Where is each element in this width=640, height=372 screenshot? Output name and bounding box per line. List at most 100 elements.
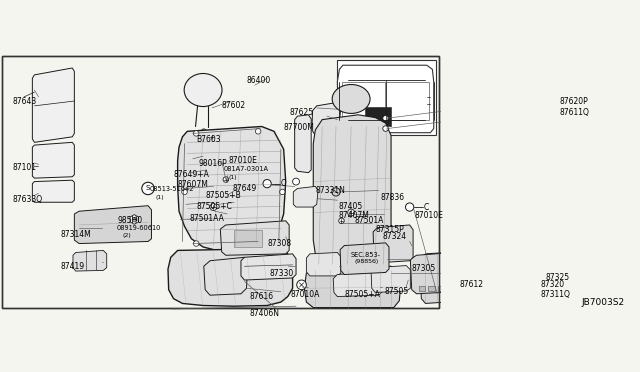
Text: 87649+A: 87649+A [173,170,209,179]
Text: 87505+C: 87505+C [196,202,232,211]
Circle shape [209,134,216,140]
Bar [342,82,385,120]
Text: 87633Q: 87633Q [12,195,42,204]
Polygon shape [337,65,434,133]
Polygon shape [312,102,340,135]
Text: 87406N: 87406N [249,309,279,318]
Circle shape [383,115,388,121]
Polygon shape [241,254,296,280]
Text: 081A7-0301A: 081A7-0301A [224,166,269,172]
Text: 98016P: 98016P [198,159,227,168]
Circle shape [255,129,261,134]
Text: 87308: 87308 [267,239,291,248]
Bar [438,286,445,291]
Text: 87649: 87649 [233,184,257,193]
Text: 08513-51642: 08513-51642 [150,186,195,192]
Circle shape [142,182,154,195]
Circle shape [132,217,136,222]
Polygon shape [420,253,451,304]
Polygon shape [130,215,138,224]
Circle shape [297,280,307,290]
Text: 87620P: 87620P [559,97,588,106]
Text: 87501A: 87501A [355,216,384,225]
Text: 87325: 87325 [545,273,570,282]
Circle shape [182,189,188,195]
Bar [428,286,435,291]
Circle shape [223,177,228,182]
Text: B7603: B7603 [196,135,221,144]
Polygon shape [220,221,289,255]
Bar [337,60,436,135]
Polygon shape [304,266,401,308]
Text: 87324: 87324 [382,232,406,241]
Circle shape [193,241,199,246]
Circle shape [339,218,344,224]
Polygon shape [74,206,152,244]
Text: 87405: 87405 [339,202,363,211]
Polygon shape [293,186,318,207]
Text: S: S [146,186,150,192]
Polygon shape [371,266,410,292]
Polygon shape [373,225,413,263]
Polygon shape [178,126,285,250]
Text: 87612: 87612 [460,280,484,289]
Circle shape [332,188,340,196]
Text: 87314M: 87314M [61,230,92,239]
Ellipse shape [184,74,222,106]
Text: 87010E: 87010E [228,156,257,165]
Text: (1): (1) [228,175,237,180]
Text: 87616: 87616 [249,292,273,301]
Bar [419,286,426,291]
Text: 87010E: 87010E [415,211,444,220]
Text: 87101: 87101 [12,163,36,172]
Circle shape [383,126,388,131]
Circle shape [263,180,271,188]
Text: 87625: 87625 [289,108,314,117]
Text: 87700M: 87700M [284,123,314,132]
Text: 985H0: 985H0 [117,216,142,225]
Text: 87611Q: 87611Q [559,108,589,117]
Text: 87419: 87419 [61,262,84,271]
Text: C: C [424,203,429,212]
Circle shape [406,203,414,211]
Bar [386,82,429,120]
Text: 87407M: 87407M [339,211,370,220]
Circle shape [193,131,199,136]
Text: 87320: 87320 [540,280,564,289]
Text: 87505: 87505 [384,287,408,296]
Text: 87505+A: 87505+A [344,290,380,299]
Text: 87607M: 87607M [178,180,209,189]
Polygon shape [294,115,311,173]
Polygon shape [204,257,248,295]
Text: 08919-60610: 08919-60610 [117,225,161,231]
Circle shape [292,178,300,185]
Polygon shape [33,180,74,202]
Polygon shape [340,243,389,275]
Text: C: C [281,179,286,188]
Bar [447,286,454,291]
Text: 87501AA: 87501AA [189,214,224,223]
Text: JB7003S2: JB7003S2 [582,298,625,307]
Text: 86400: 86400 [246,76,271,85]
Polygon shape [33,142,74,178]
Circle shape [202,129,206,134]
Bar [234,230,262,247]
Text: 87311Q: 87311Q [540,290,570,299]
Text: (98856): (98856) [355,259,379,264]
Ellipse shape [332,84,370,113]
Polygon shape [73,250,107,271]
Text: (1): (1) [156,195,164,201]
Circle shape [280,189,285,195]
Text: 87331N: 87331N [316,186,345,195]
Text: 87602: 87602 [221,101,246,110]
Text: 87330: 87330 [270,269,294,278]
Circle shape [257,239,263,244]
Circle shape [193,147,198,152]
Circle shape [210,203,217,211]
Polygon shape [410,253,460,294]
Polygon shape [33,68,74,142]
Polygon shape [333,272,382,296]
Text: (2): (2) [122,233,131,238]
Bar [365,106,391,126]
Text: N: N [132,217,136,222]
